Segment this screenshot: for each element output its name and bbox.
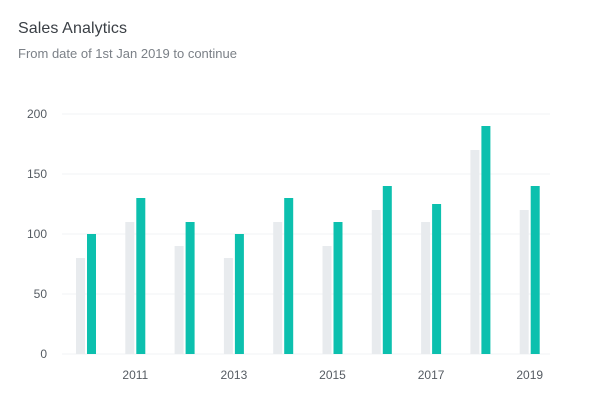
bar-series-1 [519,210,529,354]
x-tick-label: 2013 [221,368,248,382]
y-tick-label: 150 [27,167,47,181]
y-tick-label: 100 [27,227,47,241]
bar-series-1 [174,246,184,354]
x-tick-label: 2015 [319,368,346,382]
bar-series-1 [322,246,332,354]
chart-subtitle: From date of 1st Jan 2019 to continue [18,46,237,61]
bar-series-2 [382,186,392,354]
x-axis: 2011 2013 2015 2017 2019 [122,368,543,382]
bar-series-2 [481,126,491,354]
bar-series-1 [223,258,233,354]
bars [76,126,540,354]
bar-series-2 [284,198,294,354]
bar-series-2 [333,222,343,354]
bar-series-1 [421,222,431,354]
bar-series-2 [87,234,96,354]
bar-series-1 [470,150,480,354]
bar-series-1 [76,258,85,354]
x-tick-label: 2011 [122,368,148,382]
y-tick-label: 50 [34,287,48,301]
y-tick-label: 0 [40,347,47,361]
bar-series-2 [432,204,442,354]
bar-series-2 [185,222,195,354]
bar-series-1 [273,222,283,354]
bar-series-2 [136,198,146,354]
y-axis: 0 50 100 150 200 [27,107,47,361]
chart-title: Sales Analytics [18,20,128,37]
bar-series-1 [125,222,135,354]
x-tick-label: 2017 [418,368,445,382]
y-tick-label: 200 [27,107,47,121]
bar-series-2 [530,186,540,354]
x-tick-label: 2019 [516,368,543,382]
bar-series-1 [371,210,381,354]
bar-series-2 [234,234,244,354]
